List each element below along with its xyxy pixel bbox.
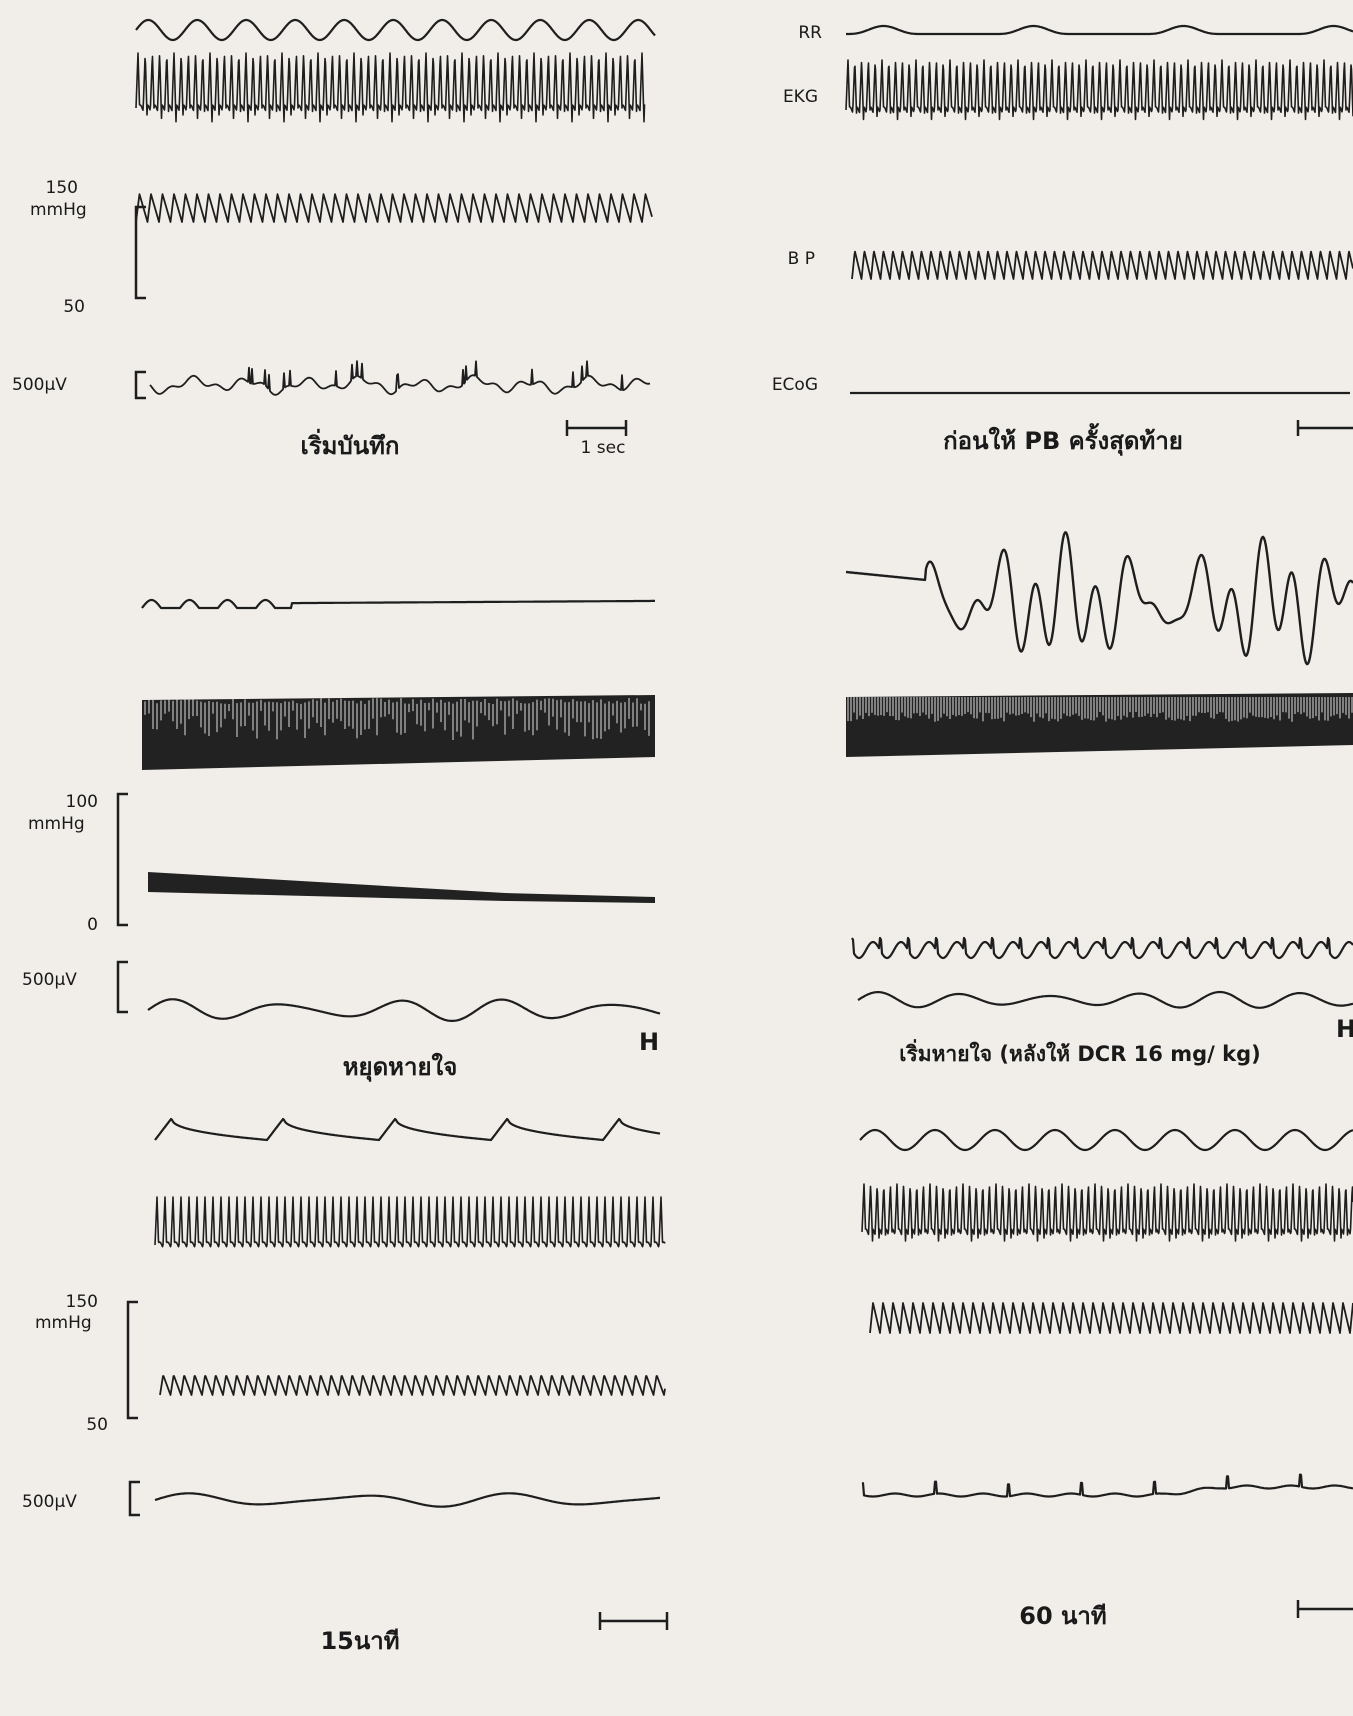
bp-scale-unit: mmHg [30, 200, 87, 220]
trace [136, 20, 655, 40]
scale-bar-label: H [639, 1028, 659, 1056]
bp-scale-bottom: 50 [63, 297, 85, 317]
scale-bar-label: H [1336, 1015, 1353, 1043]
trace [846, 26, 1353, 34]
trace [862, 1184, 1353, 1241]
channel-label: ECoG [772, 375, 818, 395]
trace [846, 60, 1353, 119]
scale-bar-label: 1 sec [581, 438, 626, 458]
trace [136, 194, 652, 222]
trace [846, 532, 1353, 664]
ecog-scale-bracket [130, 1482, 140, 1515]
trace [858, 992, 1353, 1008]
ecog-scale-bracket [136, 372, 146, 398]
bp-scale-unit: mmHg [28, 814, 85, 834]
time-bar [600, 1612, 667, 1630]
bp-scale-unit: mmHg [35, 1313, 92, 1333]
bp-scale-top: 100 [66, 792, 98, 812]
trace [136, 53, 645, 122]
trace [142, 695, 655, 770]
caption: หยุดหายใจ [343, 1052, 458, 1083]
trace [148, 999, 660, 1021]
trace [155, 1119, 660, 1140]
ecog-scale-bracket [118, 962, 128, 1012]
bp-scale-bracket [128, 1302, 138, 1418]
page: 150 mmHg 50 500μV เริ่มบันทึก 1 sec RR E… [0, 0, 1353, 1712]
figure: 150 mmHg 50 500μV เริ่มบันทึก 1 sec RR E… [0, 0, 1353, 1712]
trace [862, 1475, 1353, 1497]
caption: 60 นาที [1019, 1602, 1106, 1630]
time-bar [1298, 420, 1353, 436]
bp-scale-bracket [118, 794, 128, 925]
time-bar [1298, 1600, 1353, 1618]
trace [155, 1197, 665, 1247]
channel-label: EKG [783, 87, 818, 107]
caption: ก่อนให้ PB ครั้งสุดท้าย [943, 422, 1183, 457]
trace [142, 600, 655, 608]
caption: 15นาที [320, 1627, 399, 1655]
ecog-scale: 500μV [22, 970, 77, 990]
channel-label: B P [788, 249, 815, 269]
caption: เริ่มบันทึก [301, 428, 400, 460]
ecog-scale: 500μV [22, 1492, 77, 1512]
trace [860, 1130, 1353, 1150]
trace [148, 872, 655, 903]
caption: เริ่มหายใจ (หลังให้ DCR 16 mg/ kg) [899, 1038, 1260, 1066]
bp-scale-top: 150 [66, 1292, 98, 1312]
bp-scale-top: 150 [46, 178, 78, 198]
trace [155, 1493, 660, 1506]
channel-label: RR [798, 23, 822, 43]
time-bar [567, 420, 626, 436]
trace [160, 1376, 665, 1395]
bp-scale-bottom: 50 [86, 1415, 108, 1435]
trace [852, 938, 1353, 958]
trace [852, 252, 1353, 279]
ecog-scale: 500μV [12, 375, 67, 395]
bp-scale-bracket [136, 207, 146, 298]
traces [136, 20, 1353, 1507]
bp-scale-bottom: 0 [87, 915, 98, 935]
trace [870, 1303, 1353, 1333]
trace [150, 361, 650, 395]
